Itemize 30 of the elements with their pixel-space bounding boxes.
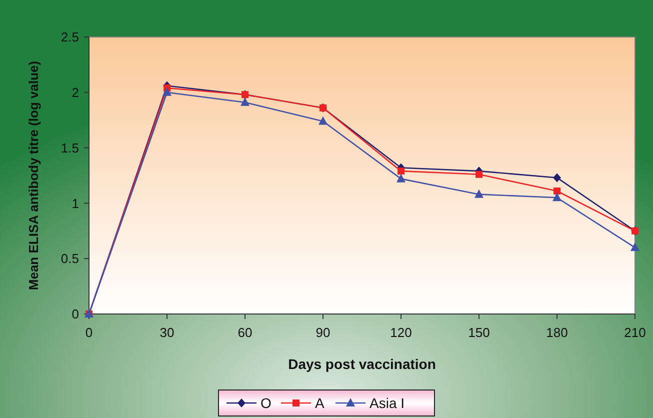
legend-label: O	[260, 394, 272, 411]
x-tick-label: 120	[390, 325, 412, 340]
x-tick-label: 150	[468, 325, 490, 340]
y-tick-label: 1	[72, 196, 79, 211]
point	[476, 170, 482, 178]
x-tick-label: 60	[238, 325, 252, 340]
point	[398, 168, 404, 175]
y-tick-label: 1.5	[60, 140, 79, 156]
point	[474, 189, 484, 198]
legend-label: A	[315, 394, 325, 411]
x-tick-label: 0	[85, 325, 93, 340]
y-axis-title: Mean ELISA antibody titre (log value)	[26, 60, 41, 290]
point	[552, 192, 562, 202]
point	[396, 174, 406, 182]
y-tick-label: 0.5	[60, 251, 79, 266]
legend-label: Asia I	[370, 394, 405, 411]
x-tick-label: 90	[316, 325, 330, 340]
x-tick-label: 30	[160, 325, 174, 340]
point	[318, 116, 328, 125]
point	[240, 97, 250, 106]
point	[553, 173, 561, 182]
x-tick-label: 210	[624, 325, 646, 340]
y-tick-label: 2.5	[60, 30, 79, 45]
point	[630, 242, 640, 252]
y-tick-label: 2	[72, 84, 79, 100]
x-axis-title: Days post vaccination	[288, 356, 436, 372]
x-tick-label: 180	[546, 325, 568, 340]
point	[162, 87, 172, 96]
point	[554, 188, 560, 195]
y-tick-label: 0	[72, 306, 79, 322]
